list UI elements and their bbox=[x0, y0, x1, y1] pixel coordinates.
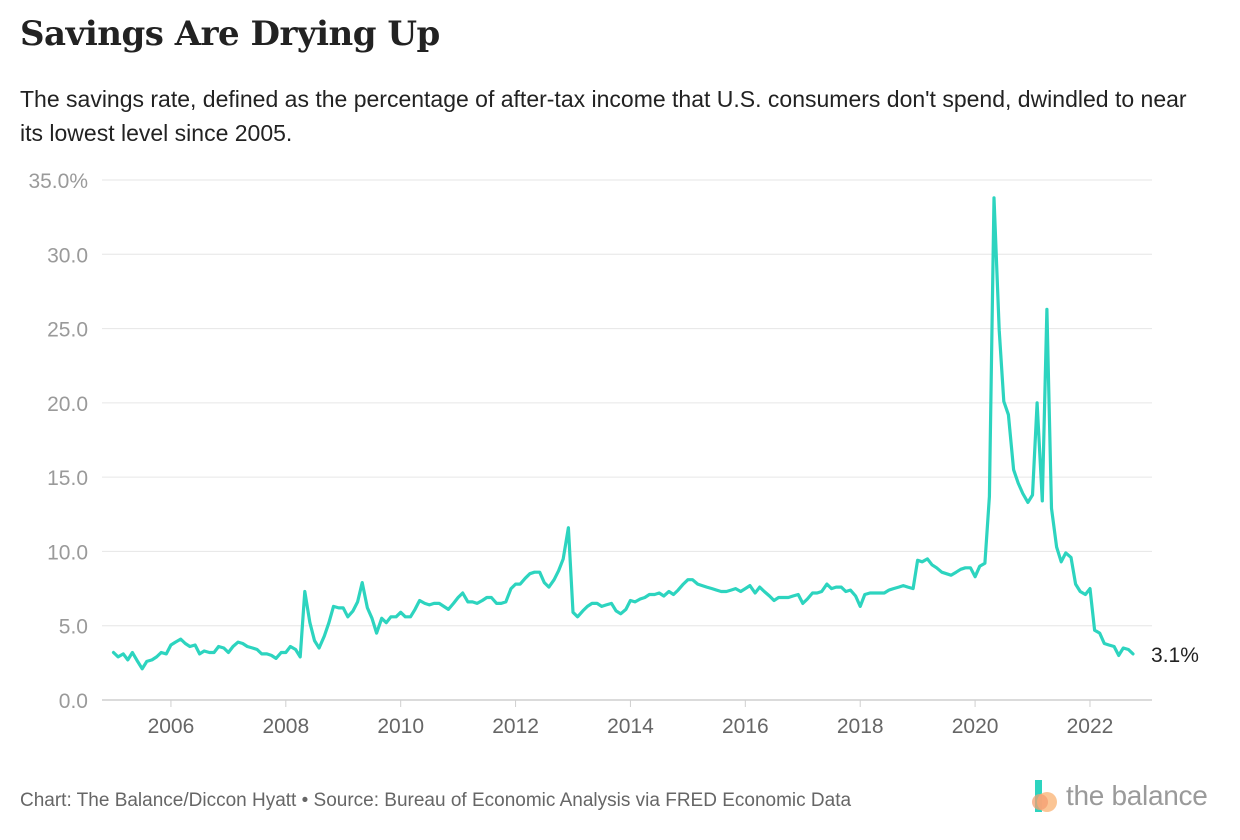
x-tick-label: 2014 bbox=[607, 715, 654, 738]
x-tick-label: 2012 bbox=[492, 715, 539, 738]
the-balance-logo-icon bbox=[1032, 780, 1057, 812]
x-tick-label: 2018 bbox=[837, 715, 884, 738]
x-tick-label: 2008 bbox=[262, 715, 309, 738]
y-tick-label: 15.0 bbox=[47, 467, 88, 490]
chart-title: Savings Are Drying Up bbox=[20, 14, 440, 54]
savings-rate-chart: 0.0 5.0 10.0 15.0 20.0 25.0 30.0 35.0% 2006 2008 2… bbox=[28, 170, 1199, 738]
y-tick-label: 30.0 bbox=[47, 244, 88, 267]
x-tick-label: 2016 bbox=[722, 715, 769, 738]
y-tick-label: 5.0 bbox=[59, 616, 88, 639]
y-tick-label: 0.0 bbox=[59, 690, 88, 713]
savings-rate-line bbox=[111, 196, 1135, 671]
x-tick-label: 2022 bbox=[1067, 715, 1114, 738]
x-tick-label: 2020 bbox=[952, 715, 999, 738]
y-tick-label: 20.0 bbox=[47, 393, 88, 416]
brand-logo: the balance bbox=[1032, 778, 1208, 814]
logo-text: the balance bbox=[1066, 780, 1208, 811]
y-tick-label: 35.0% bbox=[28, 170, 88, 193]
x-tick-label: 2006 bbox=[148, 715, 195, 738]
end-value-label: 3.1% bbox=[1151, 644, 1199, 667]
y-tick-label: 10.0 bbox=[47, 541, 88, 564]
x-tick-label: 2010 bbox=[377, 715, 424, 738]
y-tick-label: 25.0 bbox=[47, 319, 88, 342]
chart-subtitle: The savings rate, defined as the percent… bbox=[20, 86, 1187, 146]
source-credit: Chart: The Balance/Diccon Hyatt • Source… bbox=[20, 790, 852, 811]
